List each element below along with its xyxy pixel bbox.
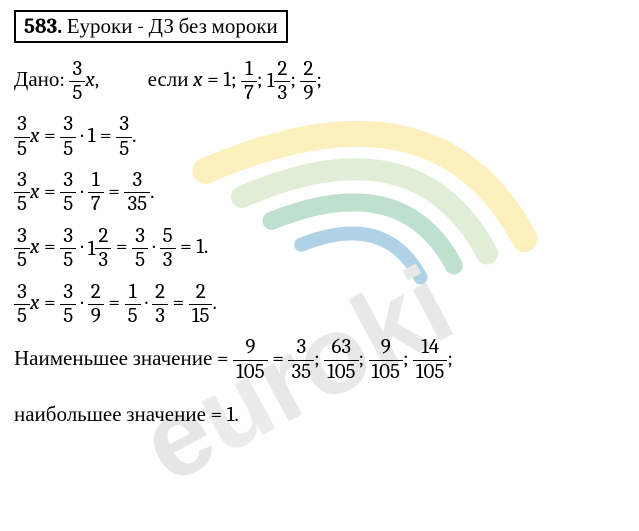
calc-1: 35x = 35 · 1 = 35. bbox=[14, 113, 625, 161]
given-line: Дано: 3 5 x, если x = 1; 1 7 ; 1 2 3 ; 2… bbox=[14, 57, 625, 105]
min-line: Наименьшее значение = 9105 = 335; 63105;… bbox=[14, 336, 625, 384]
max-label: наибольшее значение = 1. bbox=[14, 403, 239, 427]
max-line: наибольшее значение = 1. bbox=[14, 392, 625, 438]
calc-3: 35x = 35 · 123 = 35 · 53 = 1. bbox=[14, 224, 625, 272]
header-title: Еуроки - ДЗ без мороки bbox=[67, 15, 278, 39]
problem-number: 583. bbox=[24, 15, 62, 39]
calc-2: 35x = 35 · 17 = 335. bbox=[14, 169, 625, 217]
given-label: Дано: bbox=[14, 68, 65, 92]
var-x: x bbox=[85, 68, 94, 92]
coef-frac: 3 5 bbox=[69, 58, 85, 105]
if-label: если bbox=[148, 68, 189, 92]
min-label: Наименьшее значение = bbox=[14, 347, 229, 371]
calc-4: 35x = 35 · 29 = 15 · 23 = 215. bbox=[14, 280, 625, 328]
header-box: 583. Еуроки - ДЗ без мороки bbox=[14, 10, 288, 43]
